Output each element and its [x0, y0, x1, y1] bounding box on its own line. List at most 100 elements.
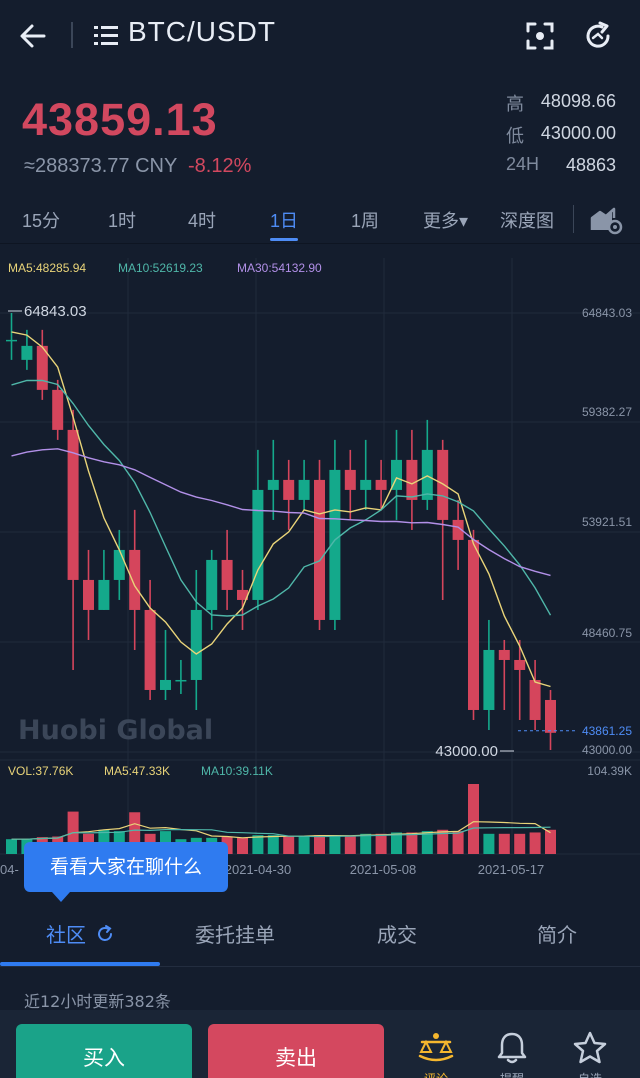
price-tick-label: 43000.00	[582, 743, 632, 757]
watchlist-nav-label: 自选	[560, 1070, 620, 1078]
ma5-line	[11, 331, 551, 688]
volume-bar	[529, 832, 541, 854]
min-price-label: 43000.00	[435, 743, 498, 760]
candle-body	[144, 609, 156, 690]
cny-price: ≈288373.77 CNY	[24, 155, 178, 177]
candle-body	[190, 609, 202, 680]
alert-nav-label: 提醒	[482, 1070, 542, 1078]
tab-community-label: 社区	[46, 923, 86, 947]
tab-15m[interactable]: 15分	[22, 211, 61, 231]
volume-ma5-legend: MA5:47.33K	[104, 764, 170, 778]
alert-nav-button[interactable]	[492, 1028, 532, 1068]
candle-body	[344, 469, 356, 490]
star-icon	[573, 1031, 607, 1064]
current-price-label: 43861.25	[582, 724, 632, 738]
candle-body	[237, 589, 248, 600]
balance-icon	[418, 1033, 454, 1062]
ma30-legend: MA30:54132.90	[237, 261, 322, 275]
sell-button[interactable]: 卖出	[208, 1024, 384, 1078]
comment-nav-button[interactable]	[416, 1028, 456, 1068]
volume-bar	[391, 832, 402, 854]
volume-24h-label: 24H	[506, 154, 540, 174]
change-percent: -8.12%	[188, 155, 252, 177]
tab-1w[interactable]: 1周	[351, 211, 380, 231]
candle-body	[360, 479, 372, 490]
chart-settings-icon	[590, 207, 623, 235]
max-price-label: 64843.03	[24, 303, 87, 320]
kline-chart[interactable]: MA5:48285.94 MA10:52619.23 MA30:54132.90…	[0, 244, 640, 884]
candle-body	[329, 469, 341, 620]
buy-button[interactable]: 买入	[16, 1024, 192, 1078]
volume-bar	[283, 836, 295, 854]
pair-title[interactable]: BTC/USDT	[128, 16, 276, 47]
volume-legend: VOL:37.76K	[8, 764, 73, 778]
volume-bar	[468, 784, 479, 854]
volume-bar	[360, 833, 372, 854]
candle-body	[175, 679, 187, 682]
tab-community[interactable]: 社区	[46, 919, 115, 948]
candle-body	[6, 339, 17, 342]
low-label: 低	[506, 126, 524, 147]
tab-trades[interactable]: 成交	[377, 923, 417, 947]
tab-intro[interactable]: 简介	[537, 923, 577, 947]
tab-open-orders[interactable]: 委托挂单	[195, 923, 275, 947]
volume-24h-value: 48863	[565, 155, 616, 175]
candle-body	[67, 429, 79, 580]
tooltip-arrow	[52, 892, 70, 902]
chart-settings-button[interactable]	[588, 204, 624, 236]
volume-bar	[329, 835, 341, 854]
chat-tooltip[interactable]: 看看大家在聊什么	[24, 842, 228, 892]
volume-ma5-line	[11, 821, 551, 840]
price-tick-label: 59382.27	[582, 405, 632, 419]
candle-body	[252, 489, 264, 600]
candle-body	[129, 549, 141, 610]
candle-body	[375, 479, 387, 490]
header-divider	[71, 22, 73, 48]
ma5-legend: MA5:48285.94	[8, 261, 86, 275]
price-tick-label: 64843.03	[582, 306, 632, 320]
scan-button[interactable]	[522, 18, 558, 54]
watermark: Huobi Global	[18, 715, 213, 746]
bottom-tab-separator	[0, 966, 640, 967]
volume-bar	[237, 837, 248, 854]
volume-bar	[498, 833, 510, 854]
candle-body	[113, 549, 125, 580]
volume-bar	[406, 832, 418, 854]
volume-ma10-legend: MA10:39.11K	[201, 764, 273, 778]
refresh-button[interactable]	[580, 18, 616, 54]
volume-bar	[252, 835, 264, 854]
candle-body	[36, 345, 48, 390]
date-tick-label: 2021-05-17	[478, 862, 545, 877]
scan-icon	[526, 22, 554, 50]
candle-body	[498, 649, 510, 660]
high-label: 高	[506, 94, 524, 115]
active-tab-indicator	[270, 238, 298, 241]
low-value: 43000.00	[540, 123, 616, 143]
ma10-legend: MA10:52619.23	[118, 261, 203, 275]
candle-body	[314, 479, 325, 620]
tab-more[interactable]: 更多▾	[423, 211, 469, 231]
back-button[interactable]	[14, 16, 58, 56]
high-value: 48098.66	[540, 91, 616, 111]
candle-body	[21, 345, 33, 360]
refresh-small-icon	[98, 925, 113, 941]
candle-body	[298, 479, 310, 500]
update-info: 近12小时更新382条	[24, 992, 171, 1011]
pair-menu-button[interactable]	[92, 22, 122, 50]
tab-1h[interactable]: 1时	[108, 211, 137, 231]
tab-1d[interactable]: 1日	[270, 211, 299, 231]
menu-icon	[94, 26, 118, 45]
volume-bar	[514, 833, 526, 854]
candle-body	[98, 579, 110, 610]
candle-body	[267, 479, 279, 490]
candle-body	[160, 679, 171, 690]
candle-body	[468, 539, 479, 710]
ma30-line	[11, 448, 551, 577]
last-price: 43859.13	[22, 94, 218, 145]
date-tick-label: 2021-05-08	[350, 862, 417, 877]
tab-depth-chart[interactable]: 深度图	[500, 211, 554, 231]
watchlist-nav-button[interactable]	[570, 1028, 610, 1068]
volume-bar	[483, 833, 495, 854]
tab-4h[interactable]: 4时	[188, 211, 217, 231]
comment-nav-label: 评论	[406, 1070, 466, 1078]
